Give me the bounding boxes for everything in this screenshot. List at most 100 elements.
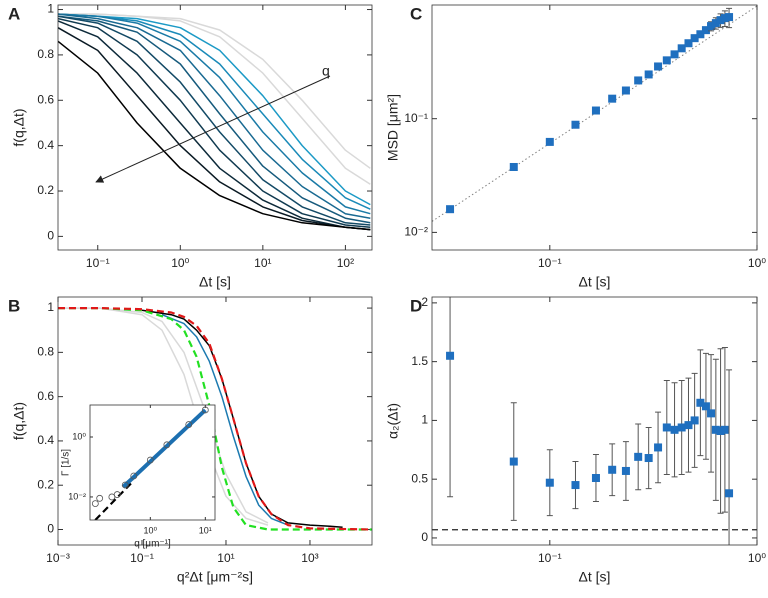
x-tick-label: 10³	[301, 551, 318, 565]
x-tick-label: 10¹	[199, 525, 212, 535]
y-tick-label: 0	[47, 522, 54, 536]
y-axis-label: f(q,Δt)	[11, 402, 27, 440]
data-point	[545, 137, 554, 146]
y-tick-label: 0.4	[37, 433, 54, 447]
data-point	[677, 44, 686, 53]
data-point	[662, 56, 671, 65]
annotation: q	[322, 63, 330, 79]
x-tick-label: 10⁻¹	[86, 256, 110, 270]
data-point	[509, 162, 518, 171]
data-point	[701, 26, 710, 35]
panel-label: C	[410, 4, 422, 23]
y-axis-label: α₂(Δt)	[385, 403, 401, 439]
data-point	[701, 402, 710, 411]
axes-frame	[57, 296, 373, 546]
data-point	[571, 120, 580, 129]
axes-frame	[431, 4, 758, 251]
data-point	[670, 425, 679, 434]
x-tick-label: 10¹	[217, 551, 234, 565]
data-point	[185, 421, 193, 428]
data-point	[716, 16, 725, 25]
y-tick-label: 10⁻²	[68, 491, 86, 501]
data-point	[696, 30, 705, 39]
plot-layer	[58, 13, 371, 231]
panel-label: D	[410, 296, 422, 315]
data-line	[58, 15, 371, 226]
data-line	[58, 17, 371, 229]
plot-layer	[432, 5, 757, 222]
x-tick-label: 10⁻¹	[130, 551, 154, 565]
data-line	[58, 13, 371, 215]
data-point	[608, 94, 617, 103]
y-tick-label: 0	[47, 229, 54, 243]
x-tick-label: 10⁻¹	[538, 256, 562, 270]
data-point	[720, 425, 729, 434]
x-tick-label: 10⁻³	[46, 551, 70, 565]
y-tick-label: 1	[47, 2, 54, 16]
data-point	[711, 425, 720, 434]
data-point	[571, 481, 580, 490]
data-point	[621, 86, 630, 95]
y-tick-label: 0.8	[37, 47, 54, 61]
data-point	[644, 454, 653, 463]
x-axis-label: Δt [s]	[579, 569, 611, 585]
y-tick-label: 0.2	[37, 477, 54, 491]
data-point	[725, 489, 734, 498]
y-tick-label: 0.2	[37, 183, 54, 197]
axes-frame	[89, 404, 216, 521]
y-tick-label: 10⁻¹	[404, 111, 428, 125]
data-point	[684, 39, 693, 48]
y-tick-label: 0.4	[37, 138, 54, 152]
plot-layer	[432, 297, 757, 545]
x-tick-label: 10⁰	[748, 256, 766, 270]
y-tick-label: 10⁰	[72, 431, 86, 441]
y-tick-label: 0.5	[411, 471, 428, 485]
y-tick-label: 1	[421, 413, 428, 427]
data-line	[58, 13, 371, 206]
panel-label: B	[8, 296, 20, 315]
plot-area	[432, 5, 757, 250]
data-point	[591, 106, 600, 115]
x-tick-label: 10⁰	[748, 551, 766, 565]
data-line	[58, 27, 371, 231]
plot-layer	[91, 406, 209, 520]
y-tick-label: 1	[47, 300, 54, 314]
data-point	[644, 70, 653, 79]
data-point	[696, 398, 705, 407]
data-point	[707, 409, 716, 418]
data-point	[130, 472, 138, 480]
data-line	[58, 307, 372, 531]
data-point	[608, 465, 617, 474]
data-point	[634, 76, 643, 85]
data-point	[113, 491, 121, 498]
data-line	[161, 314, 289, 526]
x-tick-label: 10⁰	[144, 525, 158, 535]
axes-frame	[431, 296, 758, 546]
x-axis-label: q [μm⁻¹]	[134, 539, 171, 550]
x-tick-label: 10¹	[254, 256, 271, 270]
data-point	[446, 205, 455, 214]
x-tick-label: 10⁰	[171, 256, 189, 270]
data-point	[545, 478, 554, 487]
y-tick-label: 1.5	[411, 354, 428, 368]
data-line	[58, 40, 371, 231]
x-axis-label: q²Δt [μm⁻²s]	[177, 569, 253, 585]
data-point	[677, 423, 686, 432]
y-tick-label: 0.6	[37, 389, 54, 403]
data-point	[662, 423, 671, 432]
data-point	[201, 406, 209, 414]
x-tick-label: 10²	[337, 256, 354, 270]
y-axis-label: f(q,Δt)	[11, 108, 27, 146]
data-line	[58, 13, 371, 219]
x-axis-label: Δt [s]	[579, 274, 611, 290]
data-point	[654, 62, 663, 71]
y-axis-label: MSD [μm²]	[385, 94, 401, 161]
panel-label: A	[8, 4, 20, 23]
data-point	[96, 494, 104, 502]
data-point	[720, 14, 729, 23]
data-point	[634, 452, 643, 461]
data-point	[690, 416, 699, 425]
y-tick-label: 10⁻²	[404, 225, 428, 239]
data-point	[509, 457, 518, 466]
